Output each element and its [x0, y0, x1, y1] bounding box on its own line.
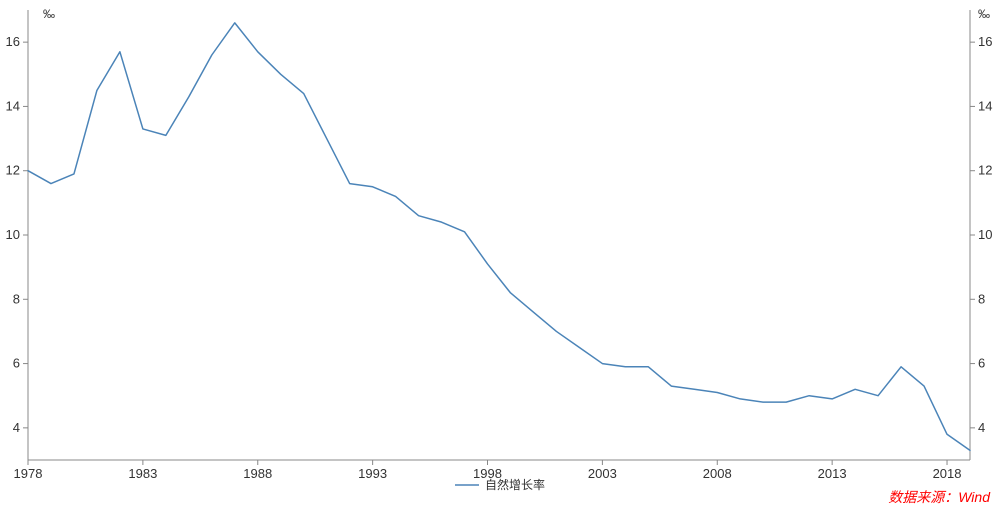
x-tick-label: 1993 — [358, 466, 387, 481]
y-tick-label-right: 14 — [978, 98, 992, 113]
y-unit-left: ‰ — [43, 7, 55, 21]
y-tick-label-left: 14 — [6, 98, 20, 113]
data-source: 数据来源：Wind — [888, 489, 991, 505]
y-tick-label-right: 10 — [978, 227, 992, 242]
x-tick-label: 1988 — [243, 466, 272, 481]
x-tick-label: 1983 — [128, 466, 157, 481]
y-tick-label-left: 4 — [13, 420, 20, 435]
line-chart: 1978198319881993199820032008201320184466… — [0, 0, 1000, 508]
y-tick-label-left: 16 — [6, 34, 20, 49]
y-tick-label-left: 10 — [6, 227, 20, 242]
x-tick-label: 2013 — [818, 466, 847, 481]
y-tick-label-left: 12 — [6, 163, 20, 178]
x-tick-label: 2008 — [703, 466, 732, 481]
y-tick-label-right: 4 — [978, 420, 985, 435]
legend-label: 自然增长率 — [485, 477, 545, 492]
y-tick-label-left: 8 — [13, 291, 20, 306]
y-tick-label-right: 12 — [978, 163, 992, 178]
x-tick-label: 2003 — [588, 466, 617, 481]
chart-container: 1978198319881993199820032008201320184466… — [0, 0, 1000, 508]
y-tick-label-right: 8 — [978, 291, 985, 306]
y-tick-label-left: 6 — [13, 356, 20, 371]
x-tick-label: 1978 — [14, 466, 43, 481]
y-tick-label-right: 16 — [978, 34, 992, 49]
y-tick-label-right: 6 — [978, 356, 985, 371]
y-unit-right: ‰ — [978, 7, 990, 21]
x-tick-label: 2018 — [933, 466, 962, 481]
